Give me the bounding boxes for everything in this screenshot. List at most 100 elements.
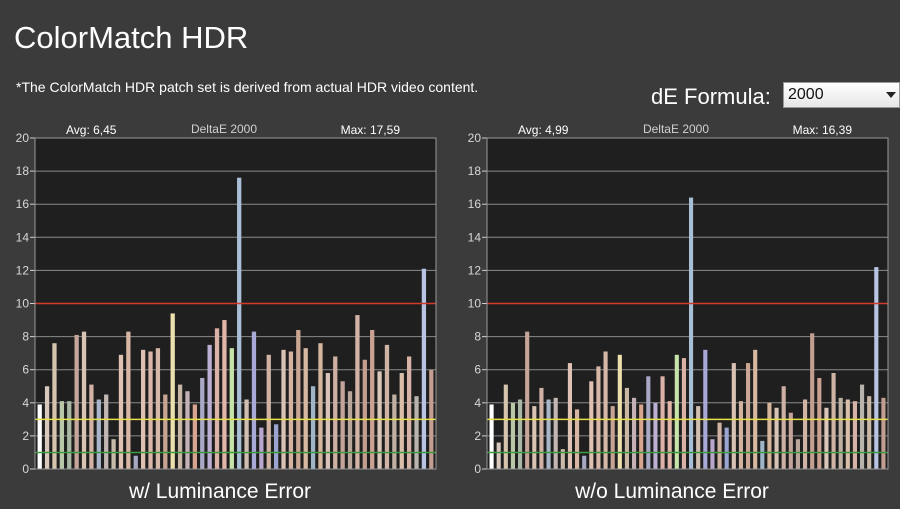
bar (553, 397, 558, 469)
bar (624, 387, 630, 469)
y-tick-label: 16 (16, 197, 30, 211)
bar (867, 396, 872, 469)
bar (74, 334, 79, 469)
bar (207, 344, 212, 469)
de-formula-select[interactable]: 2000 (783, 82, 900, 108)
bar (81, 331, 87, 469)
bar (192, 404, 198, 469)
bar (589, 381, 594, 469)
bar (745, 363, 751, 469)
bar (817, 377, 822, 469)
bar (237, 177, 242, 469)
bar (406, 356, 412, 469)
bar (539, 387, 544, 469)
bar (140, 349, 146, 469)
bar (532, 406, 537, 469)
chart-svg-with-luminance: 0 2 4 6 8 10 12 14 16 18 20 Avg: 6,45 DeltaE 2000 Max… (16, 122, 437, 476)
bar (259, 427, 264, 469)
chevron-down-icon (886, 92, 896, 98)
bar (603, 351, 608, 469)
plot-border (486, 137, 889, 470)
bar (574, 409, 580, 469)
bar (52, 343, 57, 469)
bar (133, 455, 138, 469)
bar (703, 349, 708, 469)
bar (296, 329, 301, 469)
bar (724, 427, 729, 469)
bar (333, 356, 338, 469)
de-formula-value: 2000 (788, 86, 824, 103)
chart-svg-without-luminance: 0 2 4 6 8 10 12 14 16 18 20 Avg: 4,99 DeltaE 2000 Max… (468, 122, 889, 476)
bar (59, 401, 65, 469)
y-tick-label: 4 (22, 396, 29, 410)
y-tick-label: 12 (16, 263, 30, 277)
bar (631, 397, 637, 469)
bar (340, 381, 345, 469)
bar (781, 386, 786, 469)
y-tick-label: 12 (468, 263, 482, 277)
y-tick-label: 8 (22, 330, 29, 344)
y-tick-label: 16 (468, 197, 482, 211)
bar (710, 439, 715, 469)
bar (273, 424, 279, 469)
bar (517, 399, 523, 469)
bar (510, 402, 516, 469)
bar (214, 328, 220, 469)
bar (362, 359, 367, 469)
bar (44, 386, 50, 469)
bar (399, 373, 404, 469)
bar (148, 351, 153, 469)
bar (414, 396, 419, 469)
bar (639, 404, 644, 469)
y-tick-label: 6 (22, 363, 29, 377)
bar (560, 449, 565, 469)
bar (310, 386, 316, 469)
bar (546, 399, 551, 469)
bar (738, 401, 744, 469)
bar (874, 267, 879, 469)
bar (229, 348, 234, 469)
bar (489, 404, 494, 469)
bar (177, 384, 183, 469)
bar (37, 404, 42, 469)
bar (881, 397, 886, 469)
y-tick-label: 14 (468, 230, 482, 244)
y-tick-label: 18 (16, 164, 30, 178)
bar (688, 197, 694, 469)
avg-label: Avg: 4,99 (518, 123, 569, 137)
de-formula-label: dE Formula: (651, 84, 771, 109)
bar (824, 407, 829, 469)
y-tick-label: 4 (474, 396, 481, 410)
bar (831, 373, 836, 469)
bar (67, 401, 72, 469)
bar (767, 402, 772, 469)
bar (653, 402, 658, 469)
bar (266, 354, 271, 469)
patch-set-note: *The ColorMatch HDR patch set is derived… (16, 79, 479, 95)
bar (251, 331, 257, 469)
bar (89, 384, 94, 469)
page-title: ColorMatch HDR (14, 20, 249, 55)
bar (753, 349, 758, 469)
metric-label: DeltaE 2000 (643, 122, 709, 136)
bar (802, 399, 808, 469)
y-tick-label: 0 (474, 462, 481, 476)
bar (185, 391, 190, 469)
bar (859, 384, 865, 469)
bar (810, 333, 815, 469)
bar (96, 399, 101, 469)
bar (288, 351, 294, 469)
bar (731, 363, 736, 469)
bar (421, 268, 427, 469)
chart-caption-with-luminance: w/ Luminance Error (128, 480, 312, 503)
bar (325, 373, 331, 469)
bar (845, 399, 850, 469)
bar (681, 358, 687, 469)
bar (384, 344, 390, 469)
bar (281, 349, 286, 469)
bar (200, 377, 205, 469)
y-tick-label: 18 (468, 164, 482, 178)
bar (788, 412, 793, 469)
chart-with-luminance: 0 2 4 6 8 10 12 14 16 18 20 Avg: 6,45 DeltaE 2000 Max… (0, 118, 440, 509)
bar (244, 399, 249, 469)
